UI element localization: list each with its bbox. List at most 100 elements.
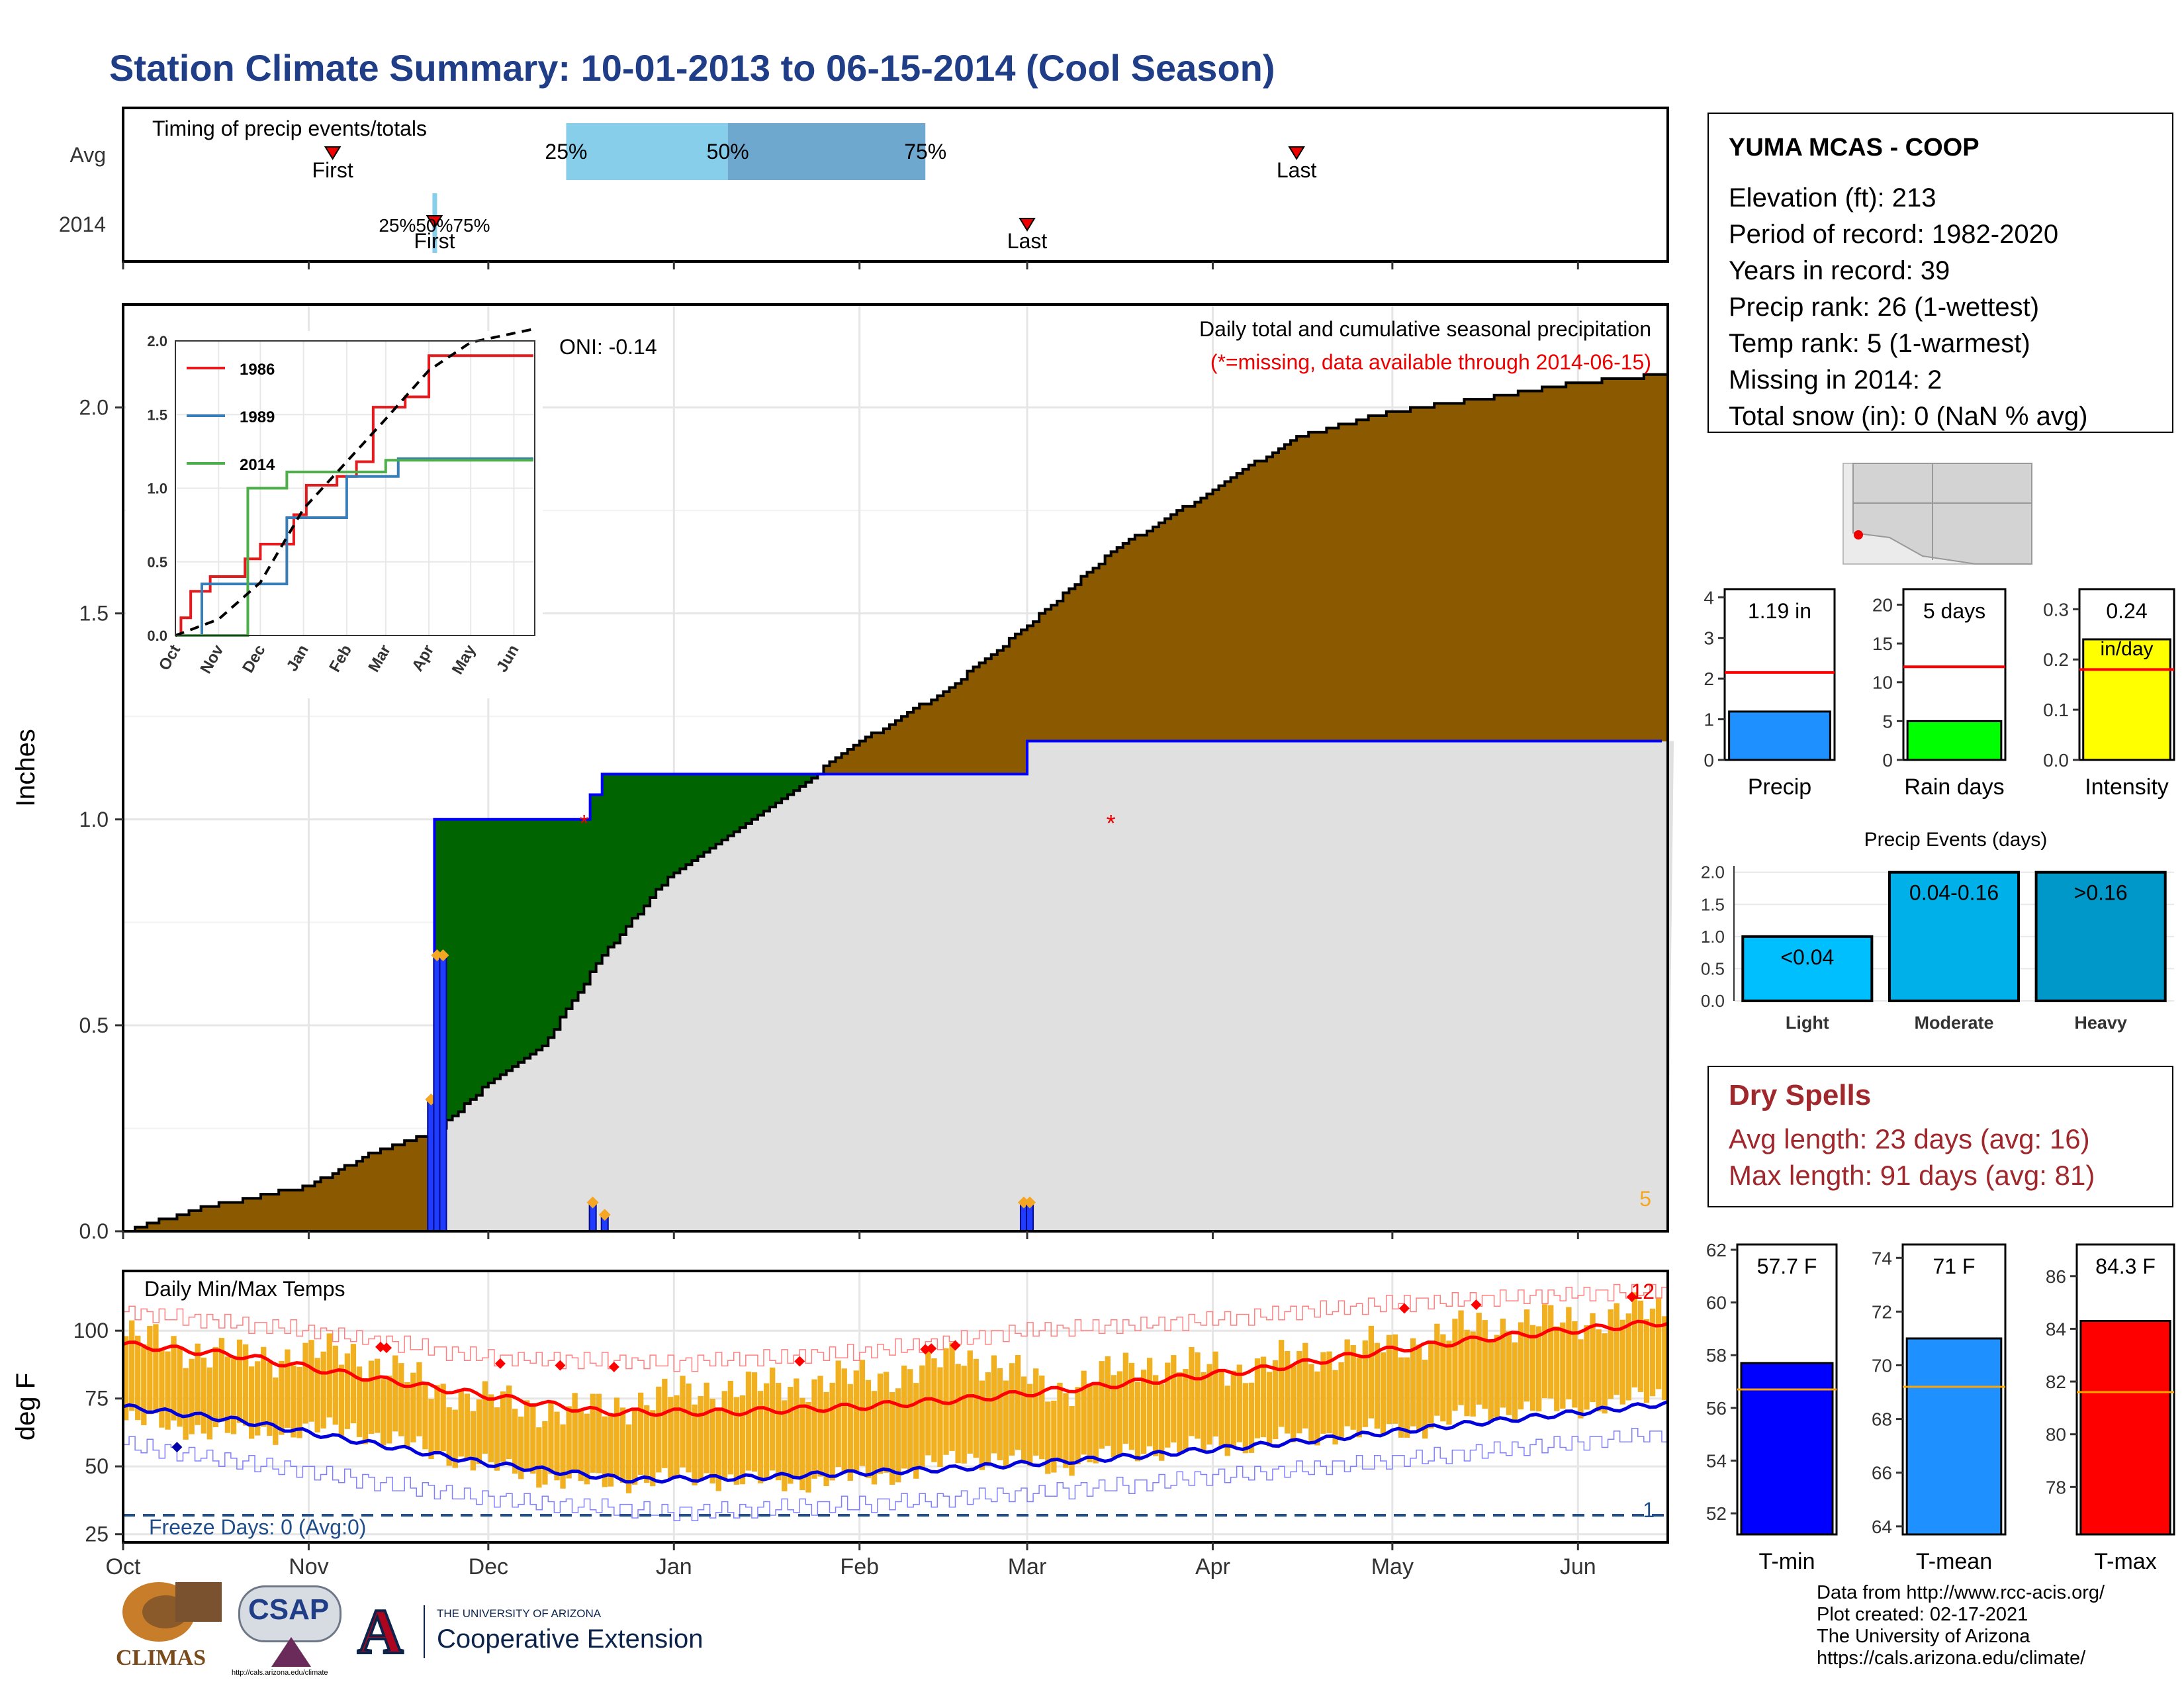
csap-logo: CSAP http://cals.arizona.edu/climate <box>232 1579 351 1678</box>
temp-daily-range-bar <box>745 1372 752 1471</box>
temp-daily-range-bar <box>625 1424 632 1493</box>
rain_days-bar <box>1906 720 2003 761</box>
temp-daily-range-bar <box>422 1383 428 1450</box>
temp-daily-range-bar <box>1554 1326 1560 1411</box>
dry-spells-max: Max length: 91 days (avg: 81) <box>1729 1160 2095 1191</box>
temp-daily-range-bar <box>1051 1400 1057 1473</box>
temp-daily-range-bar <box>739 1395 746 1485</box>
temp-record-max-line <box>123 1284 1668 1372</box>
temp-daily-range-bar <box>381 1379 387 1446</box>
tmax-category-label: T-max <box>2094 1549 2156 1574</box>
temp-daily-range-bar <box>1548 1305 1554 1399</box>
temp-daily-range-bar <box>949 1342 955 1451</box>
temp-daily-range-bar <box>153 1324 159 1413</box>
precip-oni-label: ONI: -0.14 <box>559 335 657 359</box>
temp-daily-range-bar <box>1338 1362 1344 1440</box>
temp-daily-range-bar <box>979 1380 985 1470</box>
temp-panel-label: Daily Min/Max Temps <box>144 1277 345 1301</box>
temp-daily-range-bar <box>135 1335 141 1421</box>
credit-data-source: Data from http://www.rcc-acis.org/ <box>1817 1582 2105 1603</box>
credit-url: https://cals.arizona.edu/climate/ <box>1817 1648 2086 1669</box>
temp-record-high-marker <box>1398 1303 1410 1314</box>
temp-daily-range-bar <box>698 1395 704 1481</box>
climas-logo: CLIMAS <box>109 1582 222 1678</box>
temp-daily-range-bar <box>1440 1334 1446 1422</box>
events-y-tick-label: 0.5 <box>1701 959 1725 978</box>
temp-daily-range-bar <box>709 1399 715 1483</box>
temp-daily-range-bar <box>985 1372 991 1464</box>
temp-daily-range-bar <box>1218 1370 1224 1448</box>
temp-daily-range-bar <box>1482 1320 1488 1409</box>
temp-y-tick-label: 100 <box>73 1319 109 1342</box>
temp-daily-range-bar <box>177 1346 183 1427</box>
temp-daily-range-bar <box>332 1345 338 1425</box>
temp-daily-range-bar <box>458 1389 464 1457</box>
temp-daily-range-bar <box>1159 1383 1165 1461</box>
temp-daily-range-bar <box>470 1411 477 1471</box>
tmax-y-tick-label: 82 <box>2046 1372 2066 1392</box>
rain_days-value-label: 5 days <box>1923 599 1985 623</box>
temp-daily-range-bar <box>230 1358 237 1434</box>
temp-record-high-count: 12 <box>1631 1280 1655 1303</box>
inset-legend-label: 1989 <box>240 408 275 426</box>
credit-university: The University of Arizona <box>1817 1626 2030 1647</box>
locator-map-station-dot <box>1854 530 1863 539</box>
events-y-tick-label: 2.0 <box>1701 863 1725 882</box>
inset-series-line-1989 <box>175 457 533 637</box>
temp-daily-range-bar <box>572 1393 578 1472</box>
temp-daily-range-bar <box>997 1368 1003 1460</box>
temp-daily-range-bar <box>1344 1339 1350 1427</box>
temp-daily-range-bar <box>776 1383 782 1481</box>
temp-daily-range-bar <box>1655 1297 1662 1389</box>
temp-daily-range-bar <box>1314 1371 1320 1446</box>
precip_total-y-tick-label: 0 <box>1704 750 1714 771</box>
tmean-category-label: T-mean <box>1916 1549 1992 1574</box>
temp-daily-range-bar <box>638 1392 644 1476</box>
ua-extension-logo: A THE UNIVERSITY OF ARIZONA Cooperative … <box>356 1596 741 1668</box>
tmin-y-tick-label: 62 <box>1706 1240 1727 1260</box>
intensity-y-tick-label: 0.0 <box>2043 750 2069 771</box>
temp-daily-range-bar <box>1224 1385 1230 1456</box>
temp-daily-range-bar <box>1428 1343 1434 1429</box>
page-title: Station Climate Summary: 10-01-2013 to 0… <box>109 47 1275 89</box>
temp-daily-range-bar <box>279 1360 285 1435</box>
timing-row-2014: 2014 <box>59 212 106 236</box>
temp-daily-range-bar <box>1398 1357 1404 1438</box>
temp-daily-range-bar <box>344 1353 351 1429</box>
timing-avg-q1-bar <box>566 123 728 180</box>
temp-daily-range-bar <box>1578 1339 1584 1419</box>
temp-daily-range-bar <box>1285 1350 1291 1434</box>
temp-daily-range-bar <box>159 1348 165 1428</box>
temp-daily-range-bar <box>1236 1364 1242 1442</box>
precip_total-y-tick-label: 4 <box>1704 587 1714 608</box>
temp-daily-range-bar <box>326 1333 332 1418</box>
temp-daily-range-bar <box>1146 1358 1153 1446</box>
temp-daily-range-bar <box>686 1383 692 1473</box>
precip-daily-marker <box>586 1196 599 1209</box>
ua-a-icon: A <box>356 1596 404 1667</box>
timing-2014-percent-labels: 25%50%75% <box>379 215 490 236</box>
temp-daily-range-bar <box>542 1421 548 1485</box>
temp-daily-range-bar <box>530 1405 536 1474</box>
inset-y-tick-label: 0.5 <box>147 554 167 571</box>
temp-daily-range-bar <box>212 1346 219 1428</box>
precip_total-bar <box>1728 710 1831 761</box>
temp-daily-range-bar <box>889 1392 895 1485</box>
temp-daily-range-bar <box>1452 1319 1458 1411</box>
temp-daily-range-bar <box>195 1343 201 1425</box>
temp-daily-range-bar <box>242 1344 249 1426</box>
temp-daily-range-bar <box>446 1407 452 1466</box>
timing-panel-label: Timing of precip events/totals <box>152 117 427 140</box>
temp-daily-range-bar <box>464 1393 470 1460</box>
temp-daily-range-bar <box>811 1379 817 1479</box>
temp-daily-range-bar <box>1003 1380 1009 1467</box>
temp-daily-range-bar <box>267 1362 273 1436</box>
temp-daily-range-bar <box>619 1407 626 1483</box>
temp-daily-range-bar <box>1350 1344 1356 1430</box>
precip-y-tick-label: 1.0 <box>79 808 109 831</box>
temp-x-tick-label: Feb <box>840 1554 879 1579</box>
temp-daily-range-bar <box>937 1367 943 1467</box>
station-elevation: Elevation (ft): 213 <box>1729 183 1936 212</box>
csap-logo-url: http://cals.arizona.edu/climate <box>232 1669 328 1677</box>
temp-daily-range-bar <box>1434 1323 1440 1416</box>
